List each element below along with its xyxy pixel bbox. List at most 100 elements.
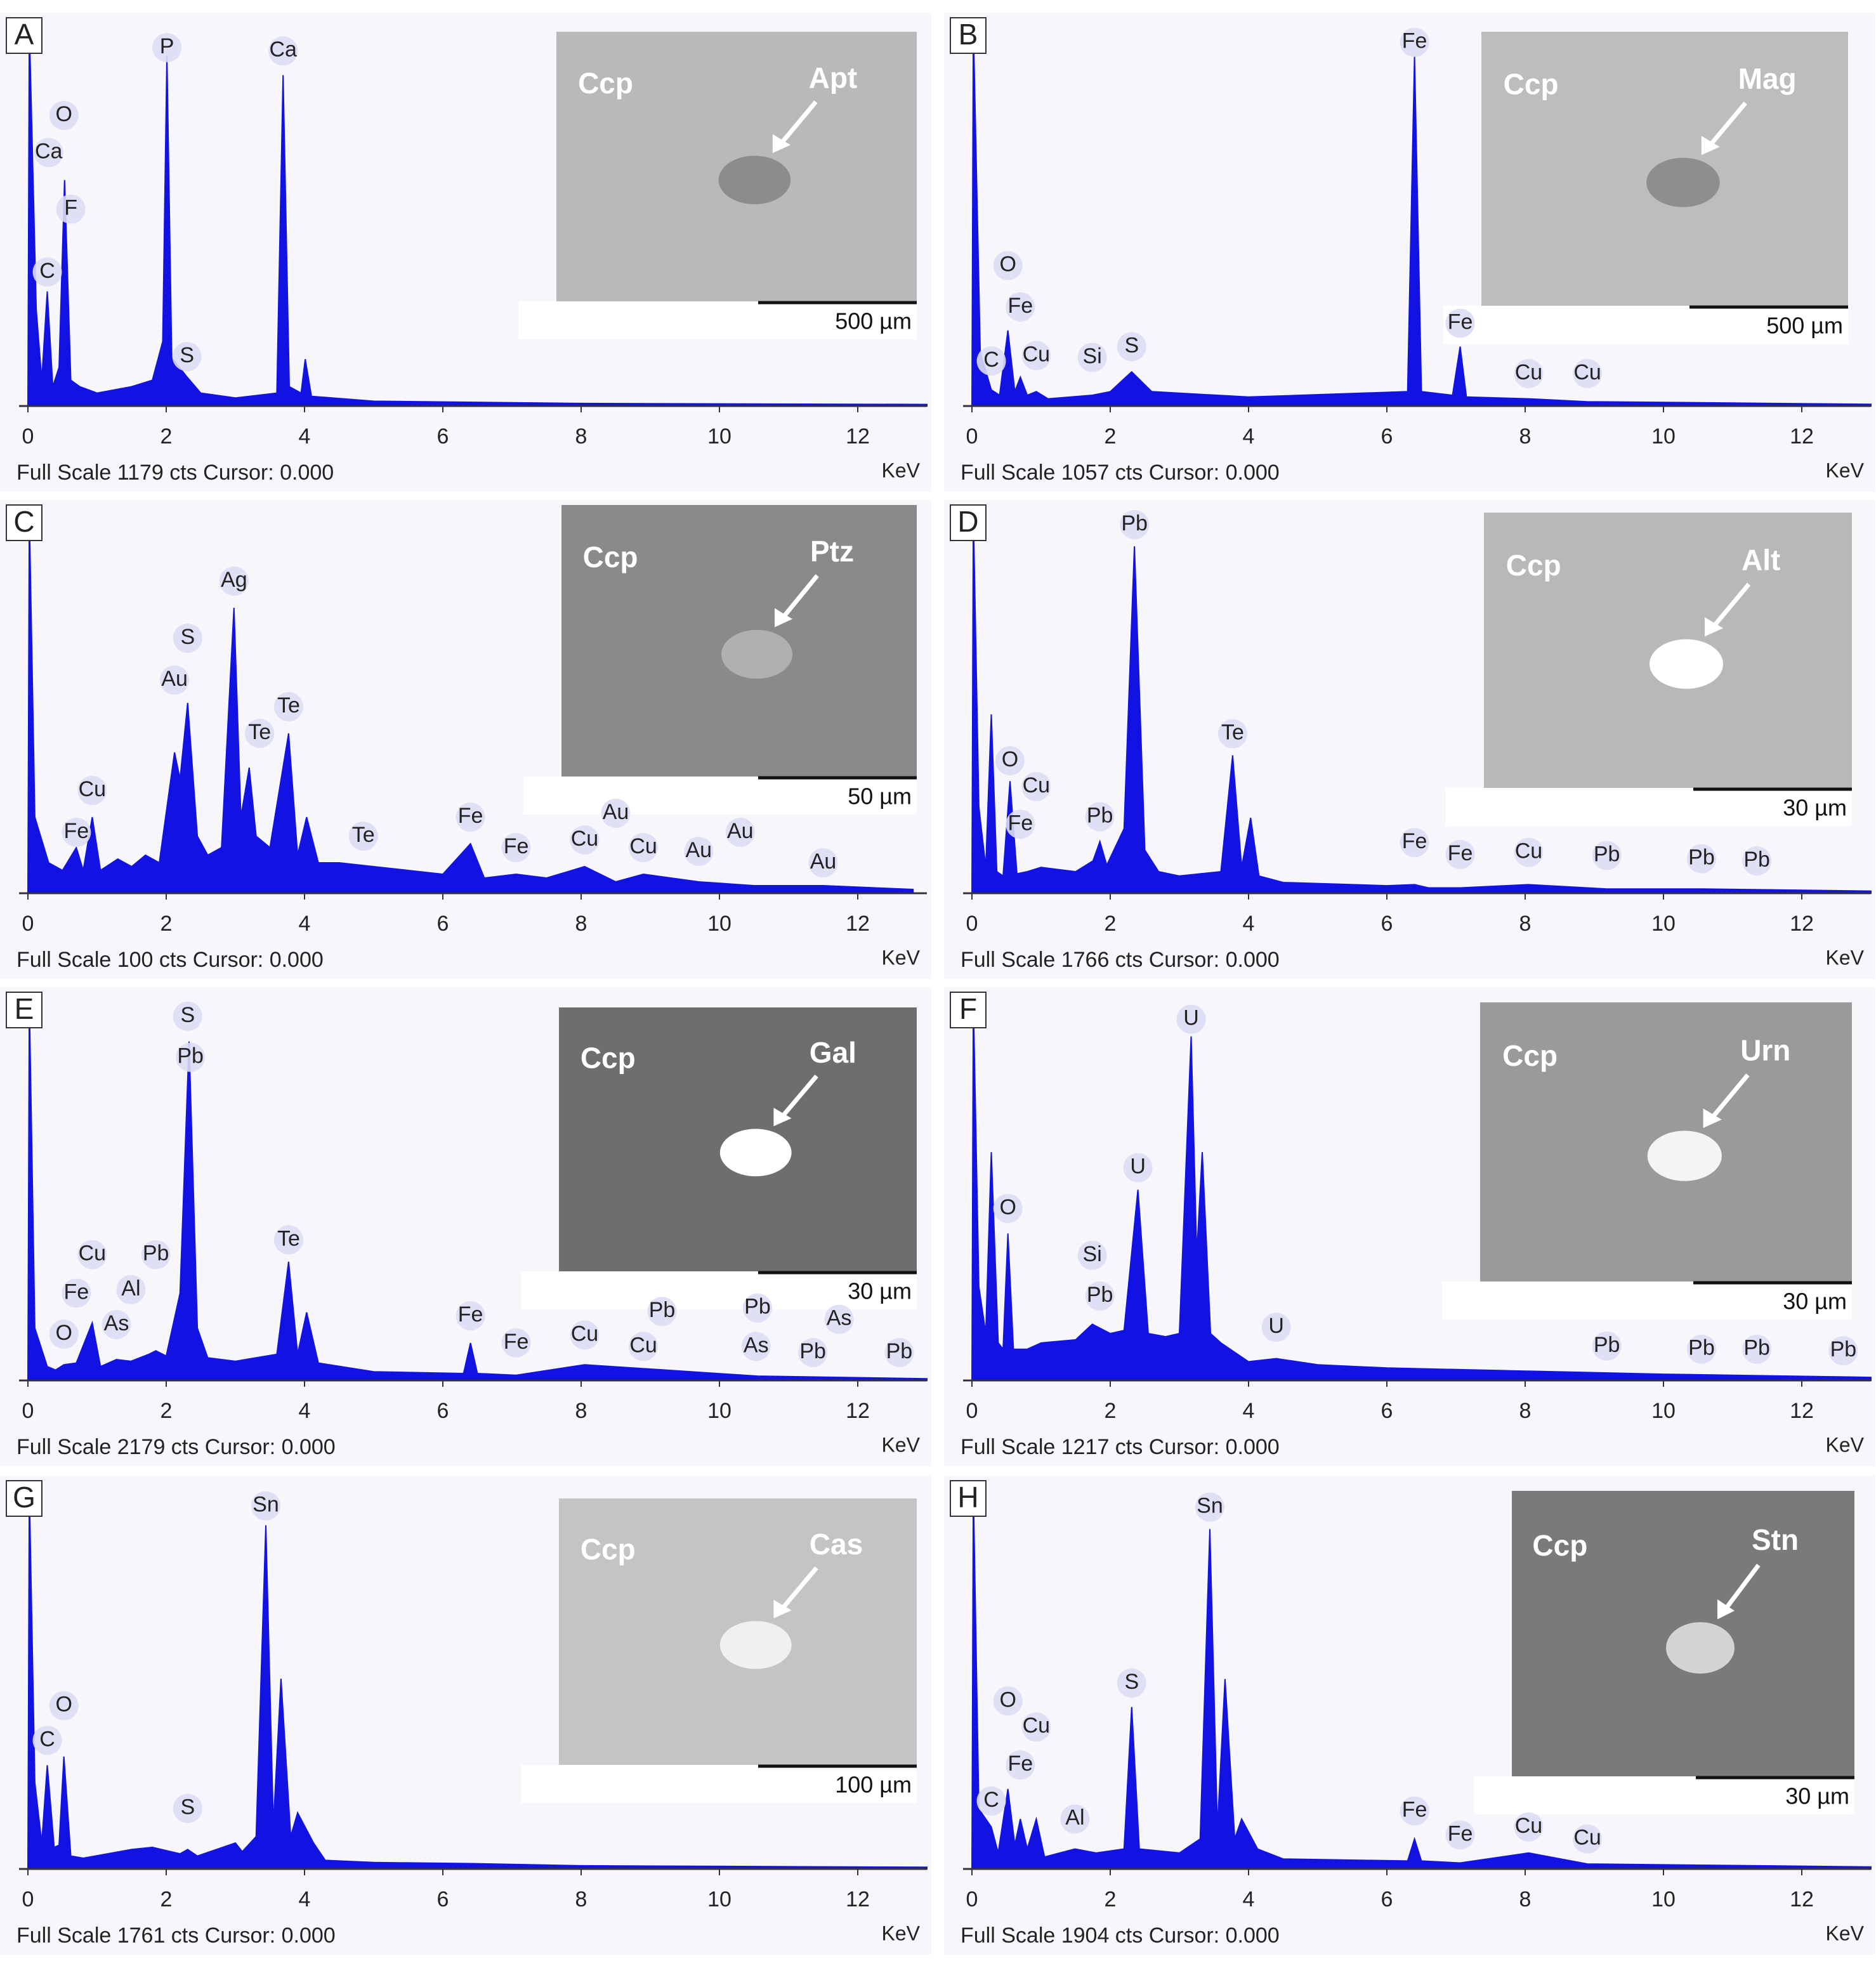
label-badge <box>647 1297 677 1327</box>
element-label: Pb <box>1743 1336 1770 1360</box>
label-badge <box>348 822 378 851</box>
label-badge <box>570 1320 600 1350</box>
spectrum <box>971 1488 1872 1870</box>
label-badge <box>1123 1153 1153 1183</box>
scale-label: 30 µm <box>1783 1288 1847 1314</box>
panel-letter-box <box>950 992 987 1028</box>
x-tick-label: 2 <box>161 424 173 449</box>
inset-label: Ccp <box>581 1533 636 1566</box>
x-axis-label: KeV <box>1826 459 1865 482</box>
x-tick-label: 2 <box>161 1399 173 1423</box>
mineral-grain <box>1646 157 1720 207</box>
element-label: Cu <box>1515 839 1542 863</box>
footer: Full Scale 100 cts Cursor: 0.000 <box>16 948 324 972</box>
x-tick-label: 4 <box>299 424 311 449</box>
scale-label: 30 µm <box>1785 1783 1849 1809</box>
label-badge <box>152 33 182 63</box>
label-badge <box>1085 802 1115 832</box>
element-label: Fe <box>1402 1798 1427 1822</box>
x-tick-label: 0 <box>22 1399 34 1423</box>
element-label: Cu <box>1023 773 1050 797</box>
inset-label: Ccp <box>1532 1529 1587 1562</box>
x-tick-label: 4 <box>1243 1887 1255 1911</box>
element-label: U <box>1130 1155 1146 1179</box>
x-tick-label: 6 <box>437 1399 449 1423</box>
element-label: U <box>1183 1006 1199 1030</box>
x-tick-label: 0 <box>966 1887 978 1911</box>
footer: Full Scale 2179 cts Cursor: 0.000 <box>16 1435 336 1459</box>
element-label: Si <box>1083 1242 1102 1266</box>
element-label: C <box>39 1727 55 1751</box>
element-label: O <box>55 102 72 126</box>
label-badge <box>1686 844 1716 874</box>
element-label: Te <box>1221 721 1244 745</box>
inset-label: Stn <box>1752 1523 1799 1556</box>
label-badge <box>741 1332 771 1361</box>
element-label: S <box>1124 1670 1139 1694</box>
x-tick-label: 8 <box>1519 1887 1532 1911</box>
element-label: Pb <box>1743 848 1770 872</box>
panel-letter-box <box>950 1480 987 1517</box>
inset-arrow <box>1707 102 1747 148</box>
inset-label: Ccp <box>581 1041 636 1074</box>
label-badge <box>1445 839 1475 869</box>
x-tick-label: 12 <box>1790 1399 1814 1423</box>
element-label: O <box>999 1688 1016 1712</box>
element-label: As <box>744 1333 769 1357</box>
element-label: Cu <box>1573 1826 1601 1850</box>
inset-arrow <box>1722 1563 1761 1613</box>
element-label: Te <box>248 720 271 744</box>
element-label: C <box>983 348 999 372</box>
label-badge <box>1117 332 1146 362</box>
scale-label: 50 µm <box>848 783 912 810</box>
element-label: Te <box>277 693 300 718</box>
spectrum <box>27 512 914 894</box>
label-badge <box>49 100 79 130</box>
label-badge <box>456 803 485 832</box>
inset-arrow <box>778 100 818 147</box>
footer: Full Scale 1217 cts Cursor: 0.000 <box>961 1435 1280 1459</box>
x-axis-label: KeV <box>882 1433 921 1456</box>
label-badge <box>62 1278 91 1308</box>
label-badge <box>1686 1334 1716 1364</box>
panel: Ccp Stn 30 µm 0 2 4 6 8 10 12 Full Scale 1904 cts … <box>944 1476 1875 1955</box>
mineral-grain <box>718 155 791 204</box>
label-badge <box>1445 1820 1475 1850</box>
label-badge <box>993 1686 1023 1716</box>
x-tick-label: 4 <box>1243 424 1255 449</box>
element-label: Pb <box>886 1339 913 1363</box>
label-badge <box>995 746 1025 776</box>
inset-arrowhead <box>773 1108 792 1127</box>
x-tick-label: 10 <box>1651 1399 1676 1423</box>
element-label: Cu <box>571 1321 598 1346</box>
inset-label: Apt <box>809 62 858 95</box>
panel-letter: C <box>13 505 34 538</box>
label-badge <box>684 837 714 866</box>
label-badge <box>172 342 202 372</box>
element-label: Fe <box>63 819 89 843</box>
label-badge <box>1742 846 1772 876</box>
spectrum <box>971 25 1872 407</box>
label-badge <box>77 776 107 805</box>
inset-label: Ccp <box>578 67 633 100</box>
label-badge <box>1176 1004 1206 1034</box>
x-tick-label: 8 <box>575 1887 587 1911</box>
element-label: As <box>104 1311 129 1335</box>
inset-label: Ccp <box>583 541 638 574</box>
x-tick-label: 0 <box>966 424 978 449</box>
inset-label: Alt <box>1742 543 1780 576</box>
panel: Ccp Alt 30 µm 0 2 4 6 8 10 12 Full Scale 1766 cts … <box>944 500 1875 979</box>
scale-strip <box>1446 788 1852 826</box>
panel-letter: D <box>957 505 978 538</box>
mineral-grain <box>721 629 792 679</box>
element-label: Au <box>603 800 629 824</box>
label-badge <box>32 257 62 287</box>
mineral-grain <box>1666 1622 1735 1674</box>
element-label: Cu <box>1573 360 1601 384</box>
label-badge <box>273 1225 303 1255</box>
x-axis-label: KeV <box>1826 1922 1865 1944</box>
element-label: Au <box>686 838 712 862</box>
element-label: Fe <box>63 1280 89 1304</box>
x-axis-label: KeV <box>882 946 921 969</box>
element-label: Cu <box>629 1333 657 1357</box>
